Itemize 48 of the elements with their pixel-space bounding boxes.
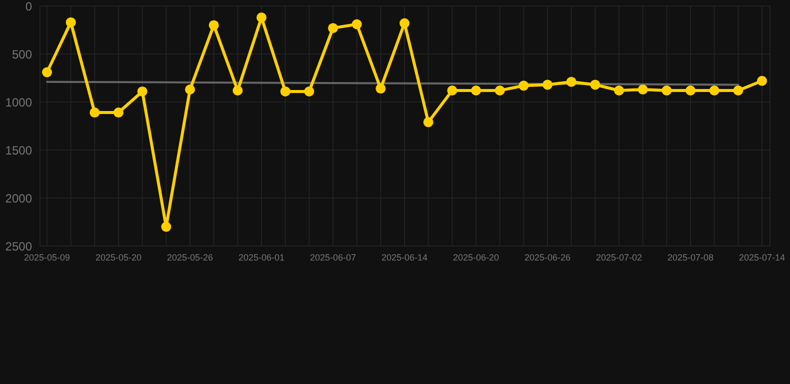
point [208,20,219,30]
point [137,86,148,96]
point [447,85,458,96]
point [66,17,76,28]
point [304,86,314,96]
x-tick-label: 2025-05-20 [95,252,142,262]
x-tick-label: 2025-07-02 [596,252,642,262]
point [709,85,720,96]
point [161,222,172,232]
y-tick-label: 2000 [5,191,32,206]
point [185,84,195,95]
x-tick-label: 2025-07-08 [667,252,714,262]
point [566,76,576,87]
x-tick-label: 2025-06-01 [238,252,285,262]
point [638,84,648,95]
point [114,108,124,118]
y-tick-label: 500 [12,47,32,62]
point [400,18,410,28]
y-tick-label: 2500 [5,239,32,254]
x-tick-label: 2025-05-26 [166,252,214,262]
point [542,80,552,90]
point [376,84,386,94]
point [518,80,529,91]
point [590,80,600,90]
x-tick-label: 2025-06-26 [524,252,571,262]
x-tick-label: 2025-06-14 [381,252,428,262]
point [686,85,696,96]
x-tick-label: 2025-07-14 [738,252,786,262]
x-tick-label: 2025-05-09 [24,252,70,262]
point [733,85,744,96]
x-tick-label: 2025-06-20 [452,252,500,262]
point [42,67,52,78]
y-tick-label: 1000 [5,95,32,110]
point [90,108,100,118]
x-tick-label: 2025-06-07 [310,252,356,262]
point [280,86,290,96]
point [256,12,266,23]
point [423,117,434,128]
point [232,85,243,96]
y-tick-label: 1500 [5,143,32,158]
point [757,76,767,86]
point [662,85,672,96]
point [614,85,624,96]
point [328,23,338,34]
point [352,19,362,30]
point [494,85,505,96]
point [471,85,481,96]
y-tick-label: 0 [25,0,32,14]
